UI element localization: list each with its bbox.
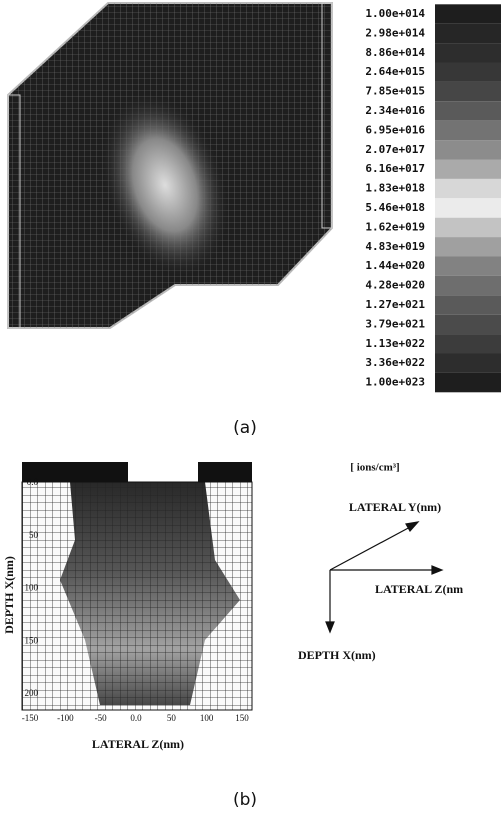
legend-label: 2.34e+016 [365,104,425,117]
legend-label: 3.36e+022 [365,356,425,369]
legend-swatch [435,315,501,334]
legend-label: 8.86e+014 [365,46,425,59]
legend-swatch [435,63,501,82]
legend-label: 4.28e+020 [365,279,425,292]
legend-swatch [435,101,501,120]
legend-swatch [435,276,501,295]
legend-swatch [435,257,501,276]
axis-label: LATERAL Z(nm [375,582,463,596]
x-tick-label: -50 [95,713,107,723]
x-tick-label: 0.0 [130,713,142,723]
panel-b-plot [22,462,252,710]
legend-label: 6.16e+017 [365,162,425,175]
legend-swatch [435,218,501,237]
y-tick-label: 200 [25,688,39,698]
legend-swatch [435,82,501,101]
legend-label: 3.79e+021 [365,317,425,330]
legend-label: 1.44e+020 [365,259,425,272]
legend-label: 1.00e+014 [365,7,425,20]
caption: (b) [233,790,257,810]
legend-swatch [435,373,501,392]
legend-swatch [435,4,501,23]
x-axis-label: LATERAL Z(nm) [92,737,184,751]
x-tick-label: 50 [167,713,177,723]
y-tick-label: 0.0 [27,477,39,487]
caption: (a) [233,418,257,438]
legend-label: 2.64e+015 [365,65,425,78]
panel-a-mesh [8,3,332,328]
axis-label: DEPTH X(nm) [298,648,376,662]
legend-swatch [435,140,501,159]
y-tick-label: 50 [29,530,39,540]
legend-swatch [435,237,501,256]
legend-swatch [435,334,501,353]
legend-swatch [435,295,501,314]
legend-label: 2.98e+014 [365,26,425,39]
legend-swatch [435,354,501,373]
legend-swatch [435,24,501,43]
x-tick-label: -100 [57,713,74,723]
legend-label: 1.83e+018 [365,182,425,195]
legend-label: 1.13e+022 [365,337,425,350]
x-tick-label: -150 [22,713,39,723]
x-tick-label: 100 [200,713,214,723]
legend-swatch [435,179,501,198]
unit-label: [ ions/cm³] [350,462,399,474]
legend-label: 1.62e+019 [365,220,425,233]
axes-arrows [326,522,442,632]
legend-label: 1.00e+023 [365,376,425,389]
legend-label: 6.95e+016 [365,123,425,136]
legend: 1.00e+014 2.98e+014 8.86e+014 2.64e+015 7.85… [365,4,501,392]
axis-label: LATERAL Y(nm) [349,500,441,514]
legend-swatch [435,121,501,140]
legend-label: 1.27e+021 [365,298,425,311]
figure: 1.00e+014 2.98e+014 8.86e+014 2.64e+015 7.85… [0,0,501,816]
legend-label: 7.85e+015 [365,85,425,98]
legend-label: 4.83e+019 [365,240,425,253]
legend-swatch [435,160,501,179]
y-tick-label: 150 [25,635,39,645]
x-tick-label: 150 [235,713,249,723]
y-axis-label: DEPTH X(nm) [2,556,16,634]
legend-label: 2.07e+017 [365,143,425,156]
legend-label: 5.46e+018 [365,201,425,214]
legend-swatch [435,198,501,217]
legend-swatch [435,43,501,62]
y-tick-label: 100 [25,583,39,593]
